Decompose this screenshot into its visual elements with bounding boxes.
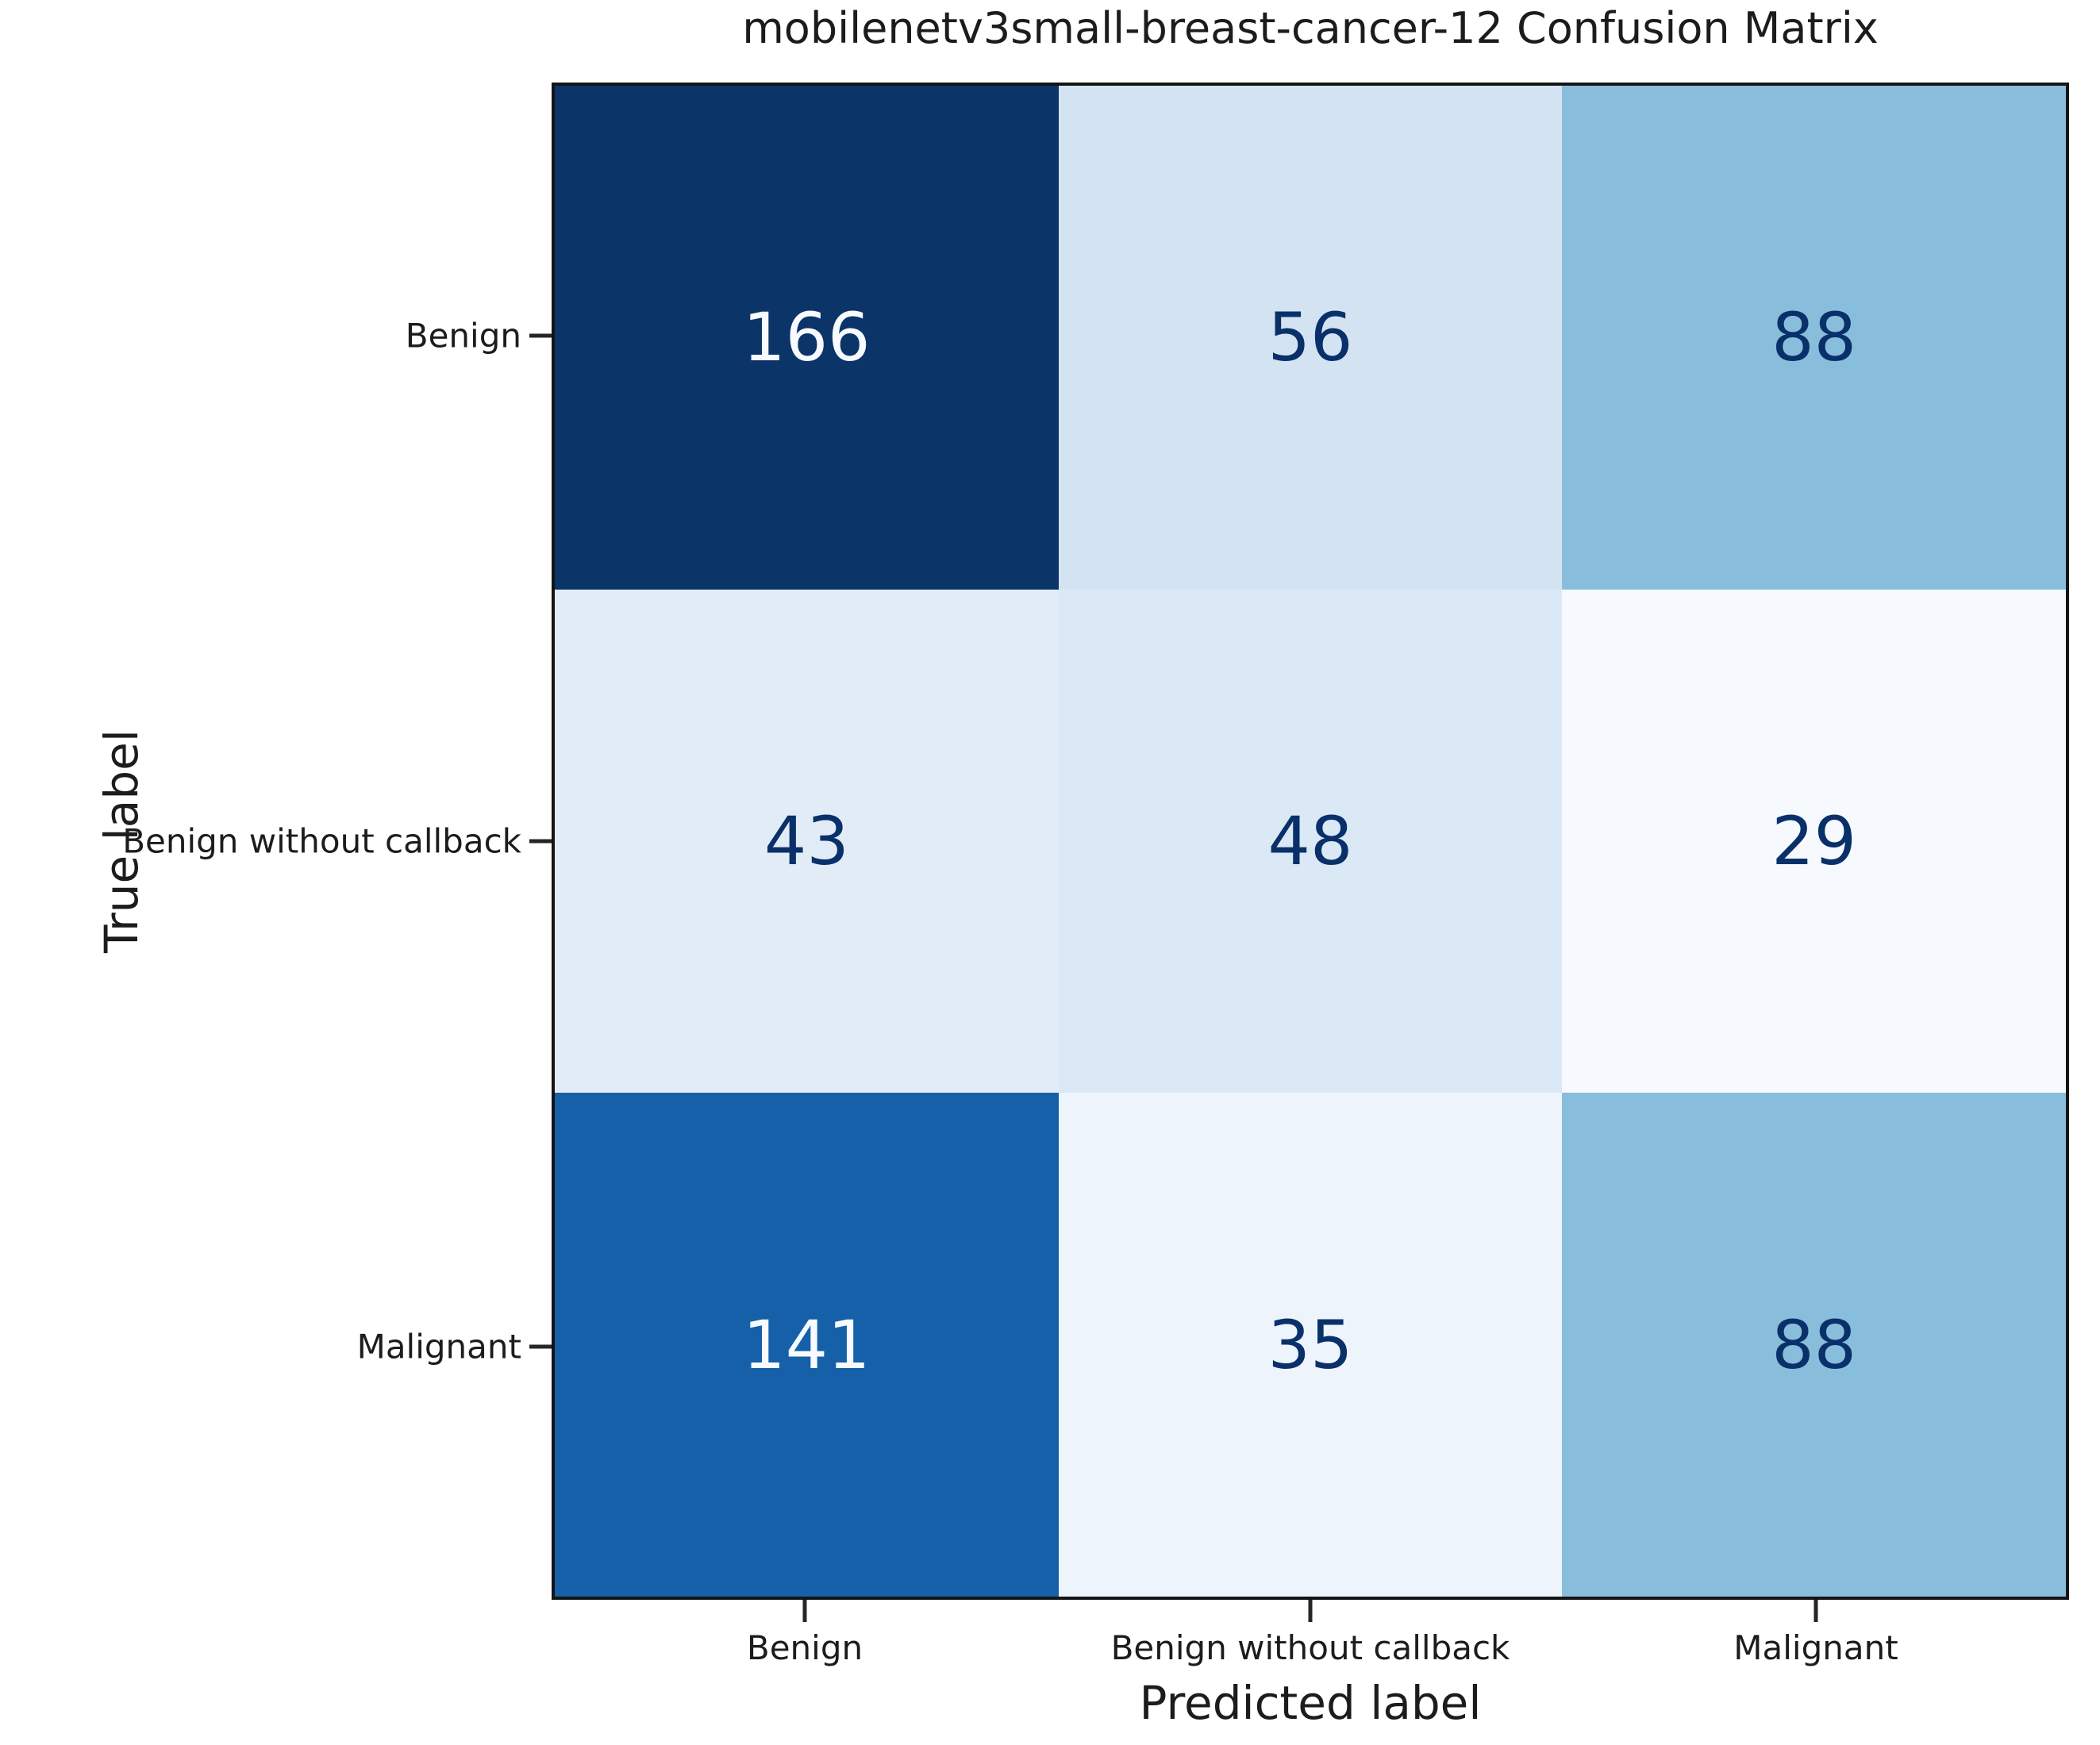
y-tick-label: Malignant bbox=[356, 1327, 521, 1366]
y-tick-mark bbox=[529, 333, 552, 338]
matrix-cell-r0-c2: 88 bbox=[1562, 86, 2066, 590]
cell-value: 88 bbox=[1771, 1305, 1857, 1384]
x-tick-label: Malignant bbox=[1733, 1628, 1898, 1667]
y-tick-mark bbox=[529, 839, 552, 844]
matrix-cell-r0-c1: 56 bbox=[1058, 86, 1563, 590]
chart-title: mobilenetv3small-breast-cancer-12 Confus… bbox=[742, 3, 1879, 53]
cell-value: 29 bbox=[1771, 801, 1857, 880]
matrix-cell-r2-c0: 141 bbox=[555, 1093, 1059, 1597]
x-tick-label: Benign bbox=[746, 1628, 863, 1667]
cell-value: 56 bbox=[1267, 298, 1353, 377]
y-tick-mark bbox=[529, 1344, 552, 1349]
x-tick-label: Benign without callback bbox=[1110, 1628, 1510, 1667]
matrix-cell-r1-c0: 43 bbox=[555, 589, 1059, 1094]
matrix-cell-r1-c1: 48 bbox=[1058, 589, 1563, 1094]
x-tick-mark bbox=[802, 1600, 807, 1622]
heatmap-plot-area: 166 56 88 43 48 29 141 35 88 bbox=[552, 83, 2069, 1600]
cell-value: 43 bbox=[763, 801, 849, 880]
y-tick-label: Benign without callback bbox=[122, 821, 521, 861]
cell-value: 48 bbox=[1267, 801, 1353, 880]
matrix-cell-r0-c0: 166 bbox=[555, 86, 1059, 590]
x-tick-mark bbox=[1813, 1600, 1818, 1622]
matrix-cell-r1-c2: 29 bbox=[1562, 589, 2066, 1094]
cell-value: 35 bbox=[1267, 1305, 1353, 1384]
y-tick-label: Benign bbox=[405, 316, 521, 356]
matrix-cell-r2-c2: 88 bbox=[1562, 1093, 2066, 1597]
x-axis-title: Predicted label bbox=[1139, 1676, 1482, 1730]
matrix-cell-r2-c1: 35 bbox=[1058, 1093, 1563, 1597]
cell-value: 141 bbox=[743, 1305, 871, 1384]
x-tick-mark bbox=[1308, 1600, 1313, 1622]
cell-value: 88 bbox=[1771, 298, 1857, 377]
cell-value: 166 bbox=[743, 298, 871, 377]
